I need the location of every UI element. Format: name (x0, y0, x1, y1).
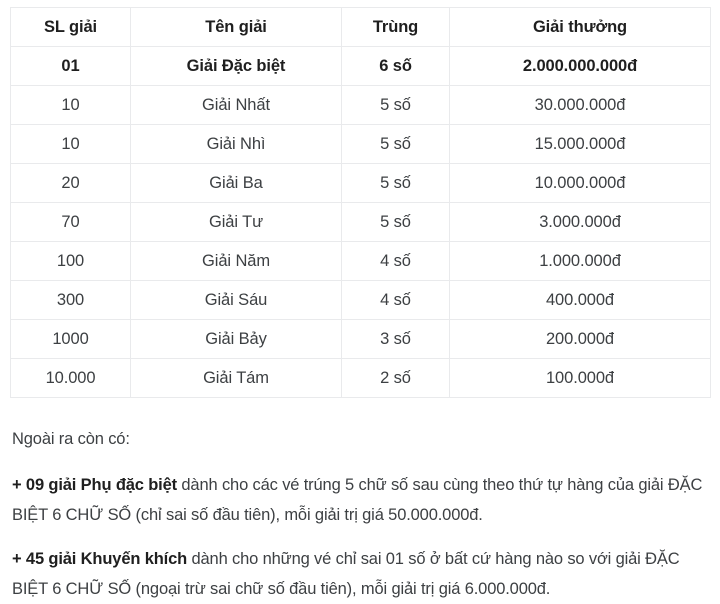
prize-match: 5 số (341, 202, 450, 242)
table-header-row: SL giải Tên giải Trùng Giải thưởng (10, 7, 711, 47)
note-paragraph-body: dành cho những vé chỉ sai 01 số ở bất cứ… (12, 550, 680, 598)
prize-name: Giải Nhì (130, 124, 342, 164)
prize-table: SL giải Tên giải Trùng Giải thưởng 01 Giả… (10, 7, 711, 398)
prize-award: 200.000đ (449, 319, 711, 359)
table-row: 10.000 Giải Tám 2 số 100.000đ (10, 358, 711, 398)
prize-match: 4 số (341, 241, 450, 281)
column-header-prize-name: Tên giải (130, 7, 342, 47)
prize-quantity: 300 (10, 280, 131, 320)
table-row: 10 Giải Nhì 5 số 15.000.000đ (10, 124, 711, 164)
prize-quantity: 10 (10, 124, 131, 164)
prize-award: 2.000.000.000đ (449, 46, 711, 86)
prize-name: Giải Đặc biệt (130, 46, 342, 86)
prize-match: 5 số (341, 85, 450, 125)
prize-award: 10.000.000đ (449, 163, 711, 203)
column-header-quantity: SL giải (10, 7, 131, 47)
column-header-award: Giải thưởng (449, 7, 711, 47)
prize-name: Giải Sáu (130, 280, 342, 320)
additional-notes-section: Ngoài ra còn có: + 09 giải Phụ đặc biệt … (12, 424, 708, 604)
prize-award: 1.000.000đ (449, 241, 711, 281)
prize-table-head: SL giải Tên giải Trùng Giải thưởng (10, 7, 711, 47)
prize-award: 15.000.000đ (449, 124, 711, 164)
prize-award: 30.000.000đ (449, 85, 711, 125)
prize-table-container: SL giải Tên giải Trùng Giải thưởng 01 Giả… (10, 7, 711, 398)
notes-intro-text: Ngoài ra còn có: (12, 430, 130, 448)
prize-table-body: 01 Giải Đặc biệt 6 số 2.000.000.000đ 10 Giải … (10, 46, 711, 398)
prize-award: 100.000đ (449, 358, 711, 398)
prize-quantity: 10 (10, 85, 131, 125)
prize-match: 3 số (341, 319, 450, 359)
notes-paragraph-list: + 09 giải Phụ đặc biệt dành cho các vé t… (12, 470, 708, 604)
prize-name: Giải Tư (130, 202, 342, 242)
prize-quantity: 20 (10, 163, 131, 203)
prize-quantity: 70 (10, 202, 131, 242)
prize-quantity: 100 (10, 241, 131, 281)
prize-name: Giải Tám (130, 358, 342, 398)
prize-award: 400.000đ (449, 280, 711, 320)
prize-match: 5 số (341, 124, 450, 164)
prize-name: Giải Ba (130, 163, 342, 203)
table-row: 1000 Giải Bảy 3 số 200.000đ (10, 319, 711, 359)
table-row: 10 Giải Nhất 5 số 30.000.000đ (10, 85, 711, 125)
prize-match: 2 số (341, 358, 450, 398)
table-row: 300 Giải Sáu 4 số 400.000đ (10, 280, 711, 320)
table-row: 20 Giải Ba 5 số 10.000.000đ (10, 163, 711, 203)
table-row: 01 Giải Đặc biệt 6 số 2.000.000.000đ (10, 46, 711, 86)
prize-name: Giải Năm (130, 241, 342, 281)
prize-award: 3.000.000đ (449, 202, 711, 242)
note-paragraph-lead: + 45 giải Khuyến khích (12, 550, 188, 568)
prize-match: 5 số (341, 163, 450, 203)
prize-quantity: 10.000 (10, 358, 131, 398)
column-header-match: Trùng (341, 7, 450, 47)
prize-quantity: 01 (10, 46, 131, 86)
note-paragraph: + 45 giải Khuyến khích dành cho những vé… (12, 544, 708, 604)
note-paragraph-lead: + 09 giải Phụ đặc biệt (12, 476, 177, 494)
table-row: 100 Giải Năm 4 số 1.000.000đ (10, 241, 711, 281)
prize-match: 6 số (341, 46, 450, 86)
prize-quantity: 1000 (10, 319, 131, 359)
prize-name: Giải Bảy (130, 319, 342, 359)
note-paragraph: + 09 giải Phụ đặc biệt dành cho các vé t… (12, 470, 708, 530)
table-row: 70 Giải Tư 5 số 3.000.000đ (10, 202, 711, 242)
prize-match: 4 số (341, 280, 450, 320)
note-paragraph-body: dành cho các vé trúng 5 chữ số sau cùng … (12, 476, 703, 524)
prize-name: Giải Nhất (130, 85, 342, 125)
